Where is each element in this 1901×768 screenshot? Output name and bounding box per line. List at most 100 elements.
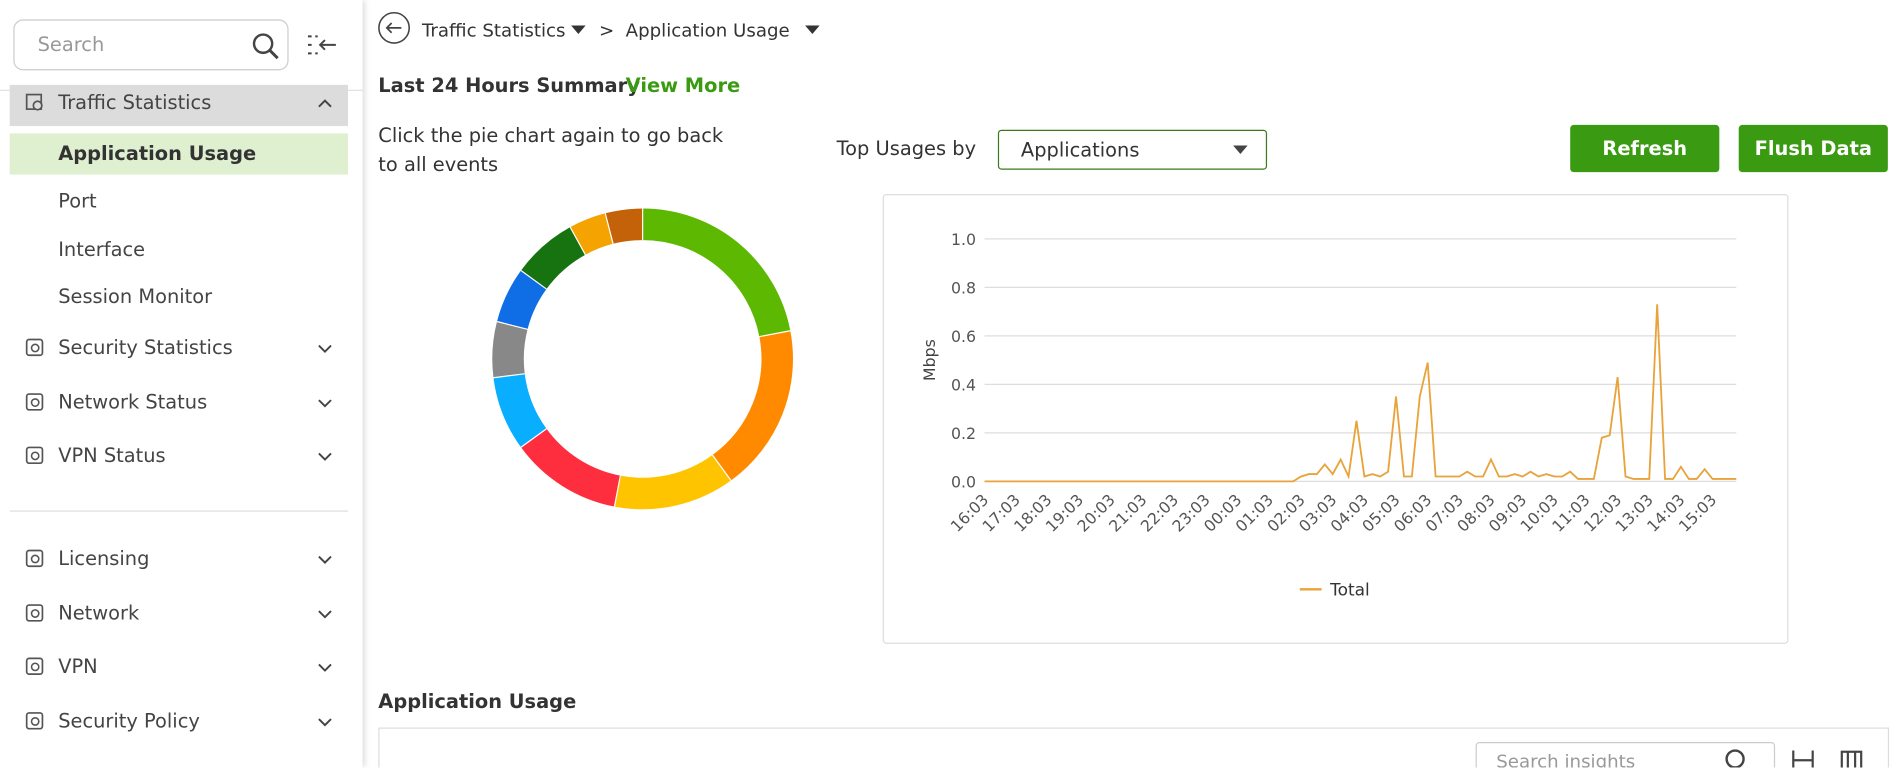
chart-card: [882, 194, 1789, 644]
line-series: [984, 304, 1737, 483]
icon-shape: [25, 549, 44, 568]
icon-shape: [25, 712, 44, 730]
icon-shape: [30, 554, 40, 564]
donut-segment[interactable]: [493, 373, 547, 448]
donut-segment[interactable]: [570, 213, 614, 255]
icon: [25, 392, 44, 411]
select-value: Applications: [1020, 138, 1140, 162]
donut-segment[interactable]: [496, 270, 547, 330]
icon: [25, 338, 44, 357]
sidebar: Search Traffic Statistics Application Us…: [0, 0, 363, 768]
icon-shape: [25, 392, 44, 411]
select[interactable]: Applications: [997, 129, 1268, 170]
icon: [25, 549, 44, 568]
table-search[interactable]: Search insights: [1475, 742, 1776, 768]
table-search-placeholder: Search insights: [1496, 750, 1636, 768]
icon-shape: [25, 658, 44, 676]
segment-separator: [569, 226, 586, 256]
segment-separator: [520, 270, 547, 290]
segment-separator: [613, 475, 621, 507]
caret: [571, 25, 586, 34]
search-placeholder: Search: [37, 32, 105, 56]
menu-label[interactable]: Security Statistics: [58, 335, 233, 359]
menu-sub[interactable]: Session Monitor: [58, 284, 213, 308]
table-title: Application Usage: [378, 689, 577, 713]
icon-shape: [30, 397, 40, 407]
table: [378, 727, 1890, 768]
menu-sub[interactable]: Application Usage: [58, 141, 257, 165]
chevron-line: [318, 718, 332, 727]
y-tick-label: 0.8: [951, 278, 976, 297]
refresh-button[interactable]: Refresh: [1570, 124, 1720, 173]
y-axis-label: Mbps: [920, 339, 939, 381]
menu-label[interactable]: Network Status: [58, 389, 208, 413]
icon-shape: [25, 603, 44, 622]
collapse-icon[interactable]: [307, 34, 339, 56]
segment-separator: [604, 213, 614, 244]
search-icon: [1725, 749, 1745, 768]
top-usages-label: Top Usages by: [836, 137, 977, 161]
icon: [25, 658, 44, 676]
breadcrumb[interactable]: Traffic Statistics: [421, 19, 566, 42]
icon-shape: [30, 662, 40, 672]
y-tick-label: 0.6: [951, 327, 976, 346]
breadcrumb[interactable]: Application Usage: [625, 19, 790, 42]
menu-section[interactable]: [9, 84, 348, 127]
icon-shape: [30, 717, 40, 726]
chevron-down: [318, 555, 332, 564]
chevron-down: [318, 718, 332, 727]
donut-segment[interactable]: [642, 208, 791, 337]
menu-label[interactable]: Traffic Statistics: [58, 90, 212, 114]
y-tick-label: 1.0: [951, 230, 976, 249]
menu-sub[interactable]: Port: [58, 189, 97, 213]
chevron-up: [318, 99, 332, 108]
icon: [25, 603, 44, 622]
chevron-line: [318, 398, 332, 407]
icon: [25, 446, 44, 465]
chevron-down: [318, 664, 332, 673]
icon-shape: [30, 608, 40, 618]
chevron-line: [318, 610, 332, 619]
breadcrumb-separator: >: [598, 19, 615, 42]
donut-segment[interactable]: [605, 208, 644, 244]
donut-segment[interactable]: [520, 428, 621, 507]
icon-shape: [30, 343, 40, 353]
chevron-line: [318, 344, 332, 353]
divider: [9, 510, 348, 512]
donut-segment[interactable]: [520, 227, 586, 290]
menu-label[interactable]: Security Policy: [58, 709, 200, 733]
y-tick-label: 0.0: [951, 472, 976, 491]
menu-label[interactable]: VPN Status: [58, 443, 166, 467]
icon-shape: [25, 446, 44, 465]
segment-separator: [496, 320, 528, 330]
donut-segment[interactable]: [712, 330, 793, 481]
view-more[interactable]: View More: [625, 73, 741, 97]
donut-chart[interactable]: [461, 182, 825, 546]
segment-separator: [520, 428, 547, 448]
chevron-line: [318, 664, 332, 673]
donut-segment[interactable]: [614, 454, 731, 510]
menu-label[interactable]: Licensing: [58, 546, 150, 570]
active-item[interactable]: [9, 133, 348, 175]
back-button[interactable]: [377, 11, 411, 45]
segment-separator: [759, 330, 791, 338]
segment-separator: [711, 454, 732, 481]
menu-label[interactable]: VPN: [58, 655, 98, 679]
legend-label: Total: [1329, 580, 1370, 600]
donut-segment[interactable]: [492, 321, 528, 378]
summary-title: Last 24 Hours Summary: [378, 73, 640, 97]
search-box[interactable]: Search: [13, 19, 289, 71]
line-chart: 0.00.20.40.60.81.0Mbps16:0317:0318:0319:…: [920, 230, 1737, 600]
caret: [805, 25, 820, 34]
chevron-line: [318, 555, 332, 564]
menu-sub[interactable]: Interface: [58, 237, 146, 261]
segment-separator: [493, 373, 525, 379]
hint: Click the pie chart again to go back to …: [378, 123, 724, 176]
table-tools[interactable]: [1791, 748, 1866, 768]
icon: [25, 93, 43, 111]
flush-button[interactable]: Flush Data: [1738, 124, 1888, 173]
menu-label[interactable]: Network: [58, 601, 140, 625]
y-tick-label: 0.4: [951, 375, 976, 394]
